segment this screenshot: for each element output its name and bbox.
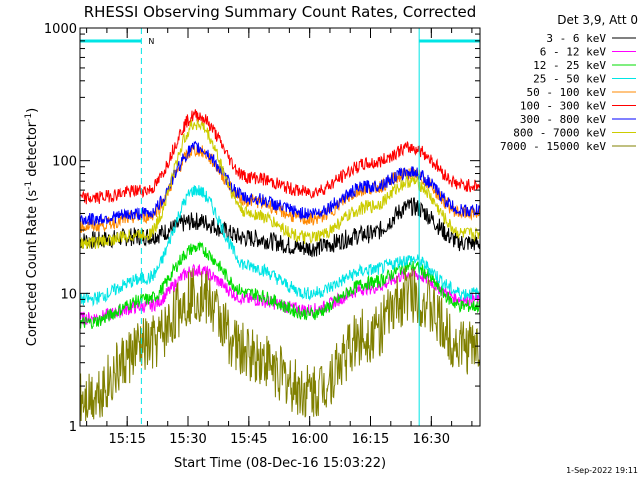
series-line-2 [79, 241, 481, 330]
y-tick-label: 100 [52, 155, 77, 170]
x-axis-label: Start Time (08-Dec-16 15:03:22) [174, 456, 386, 471]
series-line-5 [79, 109, 481, 205]
y-axis-label: Corrected Count Rate (s-1 detector-1) [24, 108, 40, 346]
y-axis-label-end: ) [25, 108, 40, 113]
y-tick-label: 1000 [44, 22, 77, 37]
x-tick-label: 16:00 [291, 432, 328, 447]
legend-label-4: 50 - 100 keV [527, 86, 607, 99]
footer-date: 1-Sep-2022 19:11 [566, 466, 638, 475]
plot-frame [79, 27, 481, 427]
chart-title: RHESSI Observing Summary Count Rates, Co… [84, 3, 477, 21]
series-line-0 [79, 197, 481, 258]
y-tick-label: 10 [60, 287, 77, 302]
n-marker: N [148, 37, 154, 46]
legend-label-6: 300 - 800 keV [520, 113, 606, 126]
y-axis: 1 10 100 1000 [44, 22, 480, 435]
y-axis-label-main: Corrected Count Rate (s [25, 190, 40, 347]
legend-label-3: 25 - 50 keV [533, 73, 606, 86]
legend-label-8: 7000 - 15000 keV [500, 140, 606, 153]
series-line-8 [79, 267, 481, 422]
legend-label-2: 12 - 25 keV [533, 59, 606, 72]
y-tick-label: 1 [69, 420, 77, 435]
legend-label-5: 100 - 300 keV [520, 100, 606, 113]
x-tick-label: 15:45 [230, 432, 267, 447]
x-tick-label: 15:30 [169, 432, 206, 447]
series-layer [79, 109, 481, 422]
x-tick-label: 16:15 [352, 432, 389, 447]
legend-title: Det 3,9, Att 0 [557, 13, 638, 27]
legend-label-7: 800 - 7000 keV [513, 127, 606, 140]
x-tick-label: 16:30 [413, 432, 450, 447]
x-axis: 15:15 15:30 15:45 16:00 16:15 16:30 [86, 28, 473, 447]
y-axis-label-sup1: -1 [24, 181, 34, 190]
series-line-7 [79, 119, 481, 250]
legend-label-1: 6 - 12 keV [540, 46, 607, 59]
series-line-6 [79, 140, 481, 226]
y-axis-label-mid: detector [25, 121, 40, 181]
x-tick-label: 15:15 [108, 432, 145, 447]
legend-label-0: 3 - 6 keV [546, 32, 606, 45]
series-line-3 [79, 185, 481, 307]
y-axis-label-sup2: -1 [24, 113, 34, 122]
